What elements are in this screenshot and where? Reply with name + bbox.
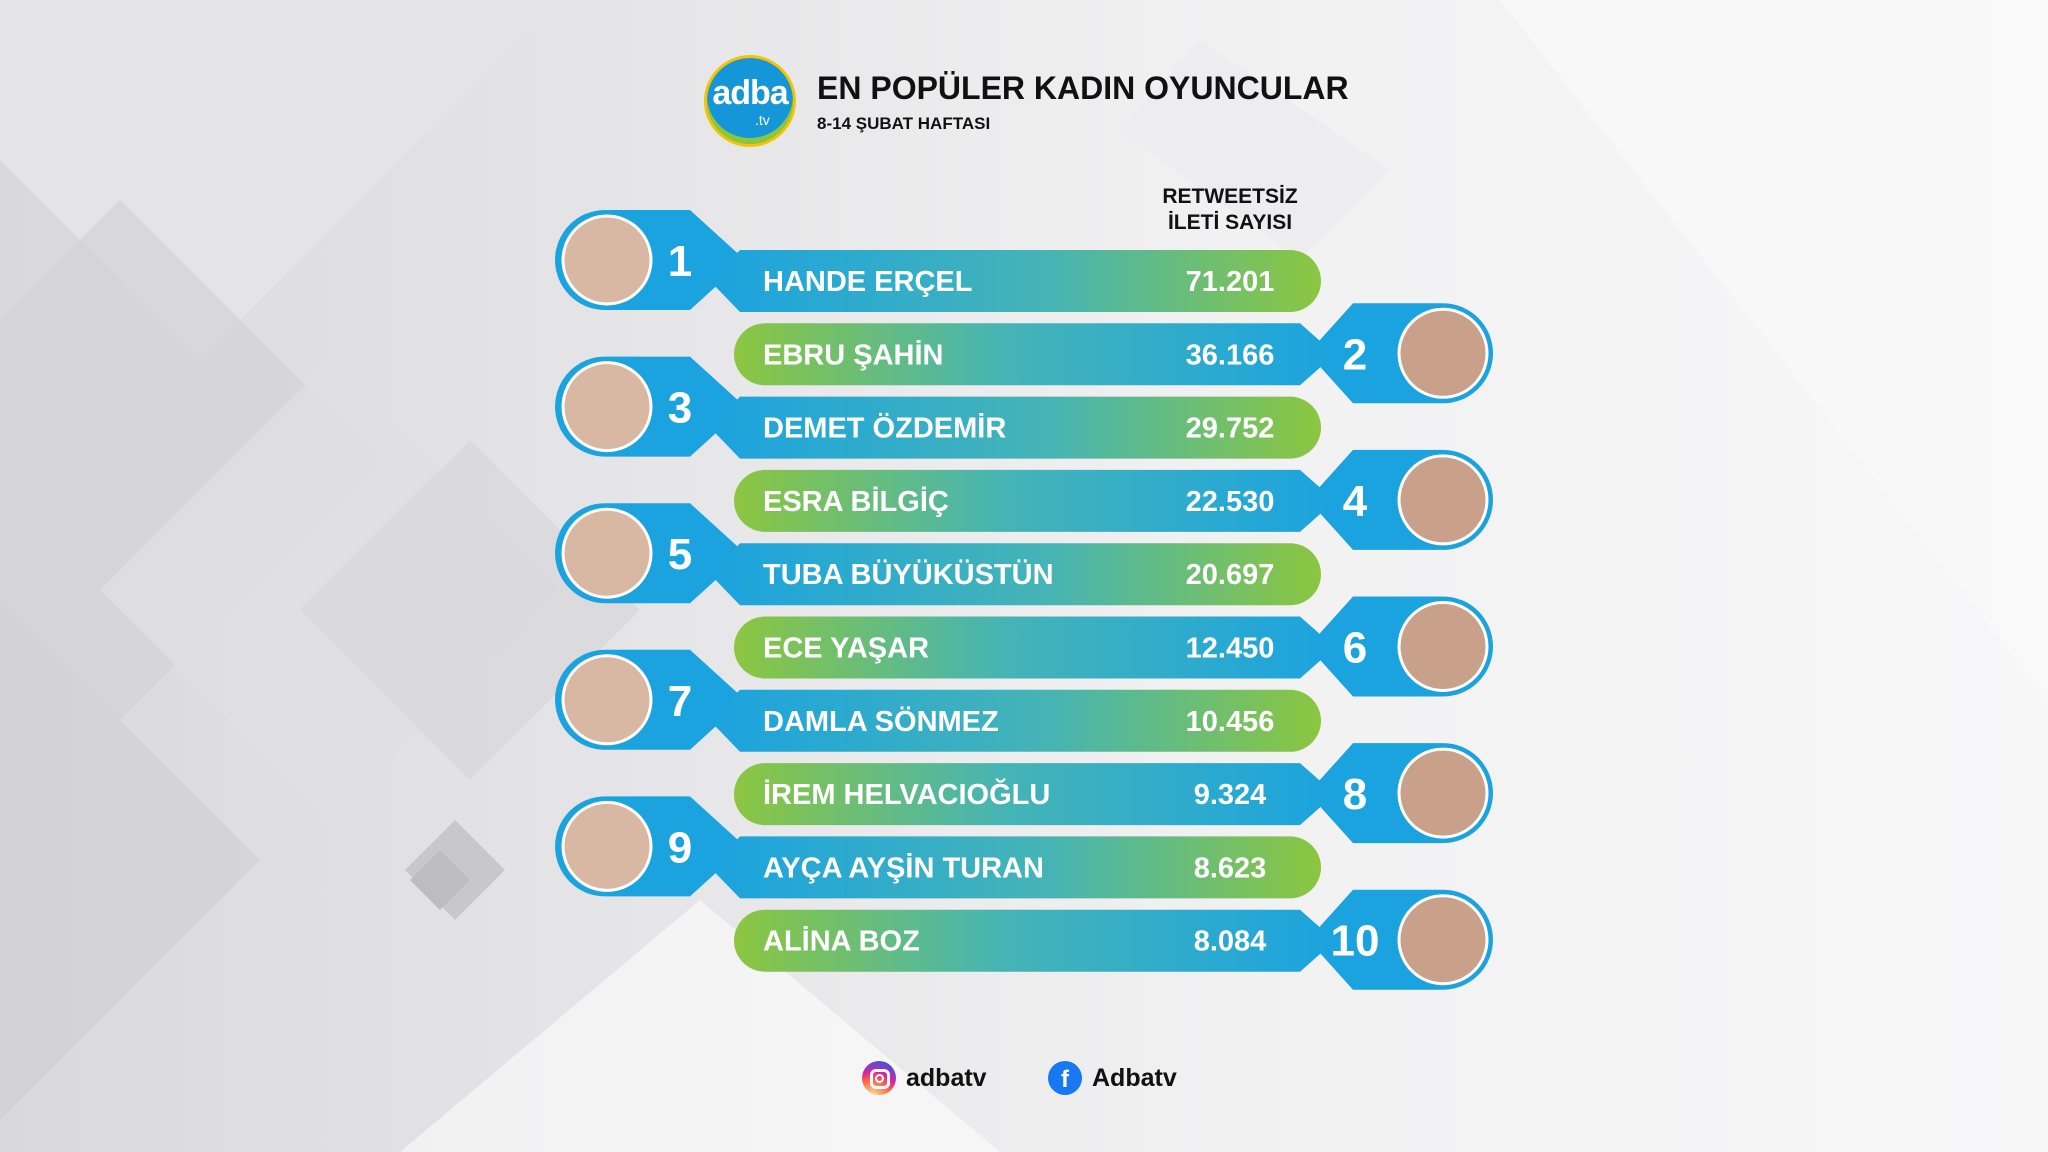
- ranking-row: 7 DAMLA SÖNMEZ 10.456: [555, 649, 1321, 752]
- value-label: 12.450: [1186, 633, 1275, 665]
- rank-number: 7: [668, 677, 692, 726]
- bar: [733, 616, 1335, 679]
- ranking-row: 2 EBRU ŞAHİN 36.166: [733, 303, 1493, 404]
- ranking-row: 9 AYÇA AYŞİN TURAN 8.623: [555, 796, 1321, 899]
- adba-logo: adba .tv: [707, 58, 793, 144]
- rank-number: 1: [668, 237, 692, 286]
- avatar: [1397, 894, 1489, 986]
- column-header: RETWEETSİZ İLETİ SAYISI: [1150, 184, 1310, 236]
- avatar: [561, 507, 653, 599]
- avatar: [561, 654, 653, 746]
- actress-name: ECE YAŞAR: [763, 633, 929, 665]
- ranking-row: 4 ESRA BİLGİÇ 22.530: [734, 449, 1494, 550]
- bar: [734, 469, 1335, 532]
- rank-number: 5: [668, 530, 692, 579]
- ranking-row: 8 İREM HELVACIOĞLU 9.324: [733, 743, 1493, 844]
- value-label: 8.084: [1194, 926, 1267, 958]
- avatar: [1397, 307, 1489, 399]
- ranking-row: 3 DEMET ÖZDEMİR 29.752: [555, 356, 1321, 459]
- bar: [733, 323, 1335, 386]
- page-subtitle: 8-14 ŞUBAT HAFTASI: [817, 114, 991, 133]
- instagram-label: adbatv: [906, 1063, 987, 1092]
- rank-number: 10: [1331, 917, 1380, 966]
- bar: [710, 396, 1321, 459]
- avatar: [561, 214, 653, 306]
- value-label: 22.530: [1186, 486, 1275, 518]
- facebook-handle[interactable]: f Adbatv: [1048, 1058, 1177, 1098]
- bar: [710, 836, 1321, 899]
- ranking-row: 5 TUBA BÜYÜKÜSTÜN 20.697: [555, 503, 1321, 606]
- bar: [733, 763, 1335, 826]
- facebook-icon: f: [1048, 1061, 1082, 1095]
- rank-number: 3: [668, 384, 692, 433]
- actress-name: DEMET ÖZDEMİR: [763, 412, 1006, 445]
- rank-number: 2: [1343, 330, 1367, 379]
- bar: [710, 689, 1321, 752]
- value-label: 9.324: [1194, 779, 1267, 811]
- avatar: [1397, 601, 1489, 692]
- logo-sub: .tv: [755, 112, 770, 128]
- actress-name: ESRA BİLGİÇ: [763, 486, 949, 518]
- ranking-row: 1 HANDE ERÇEL 71.201: [555, 210, 1321, 312]
- rank-number: 4: [1343, 477, 1368, 526]
- ranking-row: 6 ECE YAŞAR 12.450: [733, 596, 1493, 697]
- avatar: [1397, 747, 1489, 839]
- actress-name: HANDE ERÇEL: [763, 266, 972, 298]
- rank-number: 6: [1343, 624, 1367, 673]
- facebook-label: Adbatv: [1092, 1063, 1177, 1092]
- rank-number: 9: [668, 823, 692, 872]
- rank-number: 8: [1343, 770, 1367, 819]
- avatar: [561, 800, 653, 892]
- value-label: 71.201: [1186, 266, 1275, 298]
- instagram-icon: [862, 1061, 896, 1095]
- value-label: 20.697: [1186, 559, 1275, 591]
- bar: [710, 543, 1321, 606]
- ranking-row: 10 ALİNA BOZ 8.084: [733, 889, 1493, 990]
- logo-text: adba: [712, 74, 788, 112]
- avatar: [1397, 454, 1489, 546]
- column-header-line2: İLETİ SAYISI: [1167, 211, 1293, 234]
- value-label: 36.166: [1186, 339, 1275, 371]
- actress-name: DAMLA SÖNMEZ: [763, 705, 999, 738]
- value-label: 29.752: [1186, 413, 1275, 445]
- value-label: 8.623: [1194, 852, 1267, 884]
- page-title: EN POPÜLER KADIN OYUNCULAR: [817, 70, 1349, 106]
- actress-name: ALİNA BOZ: [763, 926, 920, 958]
- avatar: [561, 361, 653, 453]
- actress-name: AYÇA AYŞİN TURAN: [763, 852, 1044, 884]
- instagram-handle[interactable]: adbatv: [862, 1058, 987, 1098]
- bar: [733, 909, 1335, 972]
- actress-name: İREM HELVACIOĞLU: [763, 777, 1050, 811]
- value-label: 10.456: [1186, 706, 1275, 738]
- actress-name: EBRU ŞAHİN: [763, 339, 943, 371]
- bar: [710, 250, 1321, 312]
- actress-name: TUBA BÜYÜKÜSTÜN: [763, 558, 1054, 591]
- column-header-line1: RETWEETSİZ: [1162, 185, 1298, 208]
